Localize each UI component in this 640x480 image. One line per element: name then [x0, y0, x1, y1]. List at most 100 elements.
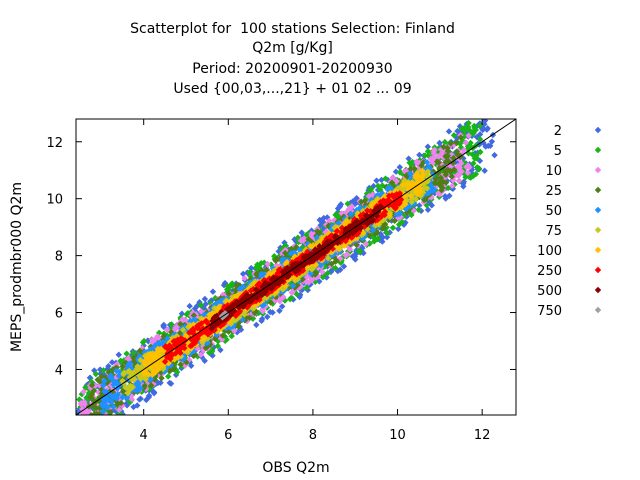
point-2-646 [392, 168, 400, 175]
point-10-169 [100, 417, 106, 423]
point-50-323 [429, 187, 436, 194]
point-50-196 [287, 250, 295, 257]
point-50-353 [307, 270, 315, 277]
point-2-169 [488, 138, 496, 145]
point-5-480 [168, 321, 175, 328]
point-500-116 [316, 243, 323, 250]
point-2-179 [136, 396, 143, 403]
point-2-668 [334, 205, 342, 212]
point-5-12 [476, 136, 484, 143]
point-100-340 [146, 350, 154, 358]
point-10-604 [462, 139, 470, 146]
point-2-595 [337, 266, 344, 273]
point-5-318 [374, 235, 382, 242]
point-100-48 [416, 188, 424, 195]
point-10-2 [455, 177, 463, 184]
point-250-388 [390, 203, 398, 210]
point-5-395 [344, 200, 351, 207]
point-25-79 [457, 134, 464, 141]
point-100-425 [214, 305, 222, 312]
point-2-446 [79, 437, 85, 443]
legend-marker-750 [594, 306, 602, 314]
point-5-449 [123, 350, 130, 357]
point-50-140 [347, 210, 355, 218]
point-50-158 [317, 262, 324, 269]
legend-label-10: 10 [545, 164, 562, 179]
point-5-347 [288, 294, 295, 301]
point-250-340 [178, 344, 185, 351]
point-250-59 [187, 342, 194, 350]
point-2-373 [78, 420, 84, 426]
point-500-256 [262, 279, 269, 287]
point-10-34 [342, 209, 350, 216]
legend-label-25: 25 [545, 184, 562, 199]
point-10-233 [259, 308, 267, 315]
legend-marker-250 [594, 266, 602, 274]
point-2-61 [201, 357, 208, 364]
point-50-490 [141, 349, 148, 356]
point-25-311 [148, 382, 155, 389]
point-50-251 [406, 170, 414, 177]
point-2-681 [491, 151, 498, 159]
point-10-591 [87, 424, 93, 430]
point-2-226 [143, 396, 150, 404]
point-2-630 [150, 389, 158, 397]
point-500-203 [346, 223, 354, 231]
point-50-501 [151, 344, 158, 351]
point-5-588 [470, 130, 477, 137]
point-10-557 [455, 171, 463, 179]
point-2-197 [105, 420, 111, 426]
point-25-378 [388, 179, 396, 186]
point-25-538 [453, 148, 461, 155]
point-50-552 [396, 210, 403, 217]
point-5-305 [194, 353, 201, 360]
legend-marker-25 [594, 186, 602, 194]
x-tick-label-6: 6 [224, 428, 232, 443]
point-25-441 [433, 158, 441, 165]
point-5-587 [299, 244, 306, 251]
point-50-367 [134, 379, 142, 386]
point-50-481 [296, 246, 304, 253]
point-2-315 [386, 229, 393, 236]
point-5-539 [469, 151, 476, 158]
point-2-428 [320, 224, 328, 232]
point-5-669 [461, 125, 468, 132]
point-25-298 [219, 332, 226, 339]
point-25-550 [338, 215, 345, 222]
point-2-392 [78, 437, 84, 443]
point-75-329 [408, 198, 415, 206]
legend-label-250: 250 [537, 264, 562, 279]
y-axis-label: MEPS_prodmbr000 Q2m [9, 182, 25, 352]
point-50-415 [101, 377, 108, 385]
chart-title-line-3: Period: 20200901-20200930 [192, 61, 393, 77]
point-2-603 [416, 151, 423, 159]
point-2-96 [395, 225, 402, 233]
y-tick-label-10: 10 [46, 193, 63, 208]
point-50-293 [423, 159, 431, 166]
point-25-569 [361, 197, 368, 205]
point-100-349 [141, 360, 148, 367]
point-5-198 [81, 418, 87, 424]
point-50-30 [114, 391, 121, 398]
point-2-155 [93, 420, 99, 426]
x-tick-label-4: 4 [140, 428, 148, 443]
point-2-671 [487, 142, 494, 150]
chart-title-line-2: Q2m [g/Kg] [252, 40, 333, 56]
point-5-180 [92, 370, 100, 378]
point-100-29 [419, 167, 426, 175]
point-2-78 [217, 346, 224, 354]
point-10-578 [80, 388, 87, 395]
point-250-202 [391, 198, 398, 205]
point-25-399 [449, 159, 457, 167]
point-75-431 [120, 369, 128, 377]
point-5-458 [224, 283, 231, 290]
point-75-394 [124, 390, 132, 397]
point-5-476 [465, 119, 472, 127]
point-2-242 [316, 278, 323, 285]
point-10-359 [464, 169, 472, 177]
point-5-383 [74, 436, 80, 442]
point-250-306 [247, 287, 255, 294]
point-5-369 [97, 424, 103, 430]
point-500-174 [318, 245, 326, 252]
